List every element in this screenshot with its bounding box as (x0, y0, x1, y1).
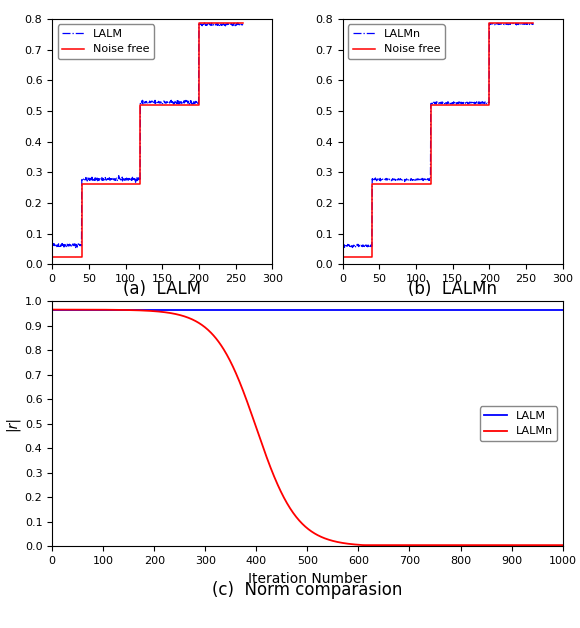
LALMn (153, 308, 160, 315)
LALMn (530, 21, 536, 28)
Y-axis label: |r|: |r| (5, 416, 19, 431)
Text: (b)  LALMn: (b) LALMn (408, 280, 497, 298)
Noise free (339, 252, 346, 260)
Noise free (195, 19, 202, 27)
LALM (500, 306, 507, 313)
LALM (49, 306, 56, 313)
Text: (c)  Norm comparasion: (c) Norm comparasion (212, 581, 403, 599)
LALM (80, 306, 87, 313)
LALM (98, 176, 105, 183)
Line: Noise free: Noise free (52, 23, 243, 256)
LALMn (527, 19, 534, 27)
Noise free (530, 19, 536, 27)
LALM (49, 241, 56, 249)
Text: (a)  LALM: (a) LALM (123, 280, 201, 298)
LALMn (452, 100, 459, 107)
Noise free (368, 181, 375, 188)
LALMn (501, 541, 508, 549)
Noise free (486, 19, 493, 27)
LALM (83, 175, 90, 183)
LALM (193, 99, 200, 107)
LALMn (467, 99, 474, 107)
Noise free (78, 181, 85, 188)
LALMn (373, 177, 380, 185)
LALMn (535, 541, 542, 549)
Noise free (137, 181, 144, 188)
LALM (176, 99, 183, 107)
LALMn (466, 541, 473, 549)
X-axis label: Iteration Number: Iteration Number (248, 571, 367, 586)
LALM (161, 99, 168, 106)
Line: Noise free: Noise free (343, 23, 533, 256)
Noise free (427, 181, 434, 188)
LALMn (389, 176, 396, 183)
Noise free (195, 101, 202, 109)
LALMn (80, 306, 87, 313)
LALMn (559, 541, 566, 549)
LALM (534, 306, 541, 313)
LALMn (49, 306, 56, 313)
LALMn (339, 242, 346, 250)
Noise free (368, 252, 375, 260)
LALMn (483, 100, 490, 107)
Line: LALMn: LALMn (52, 310, 563, 545)
LALM (447, 306, 454, 313)
Legend: LALMn, Noise free: LALMn, Noise free (348, 24, 445, 59)
LALM (153, 306, 160, 313)
LALM (72, 244, 79, 251)
LALMn (361, 541, 368, 549)
Noise free (137, 101, 144, 109)
LALM (559, 306, 566, 313)
Noise free (486, 101, 493, 109)
LALMn (426, 175, 433, 183)
Legend: LALM, LALMn: LALM, LALMn (480, 406, 557, 441)
LALM (135, 175, 142, 182)
Noise free (240, 19, 246, 27)
LALM (240, 20, 246, 28)
Noise free (427, 101, 434, 109)
Legend: LALM, Noise free: LALM, Noise free (58, 24, 154, 59)
LALM (465, 306, 472, 313)
LALM (201, 19, 208, 26)
LALMn (447, 541, 454, 549)
Line: LALMn: LALMn (343, 23, 533, 247)
Line: LALM: LALM (52, 23, 243, 247)
LALMn (349, 244, 356, 251)
Noise free (49, 252, 56, 260)
Noise free (78, 252, 85, 260)
